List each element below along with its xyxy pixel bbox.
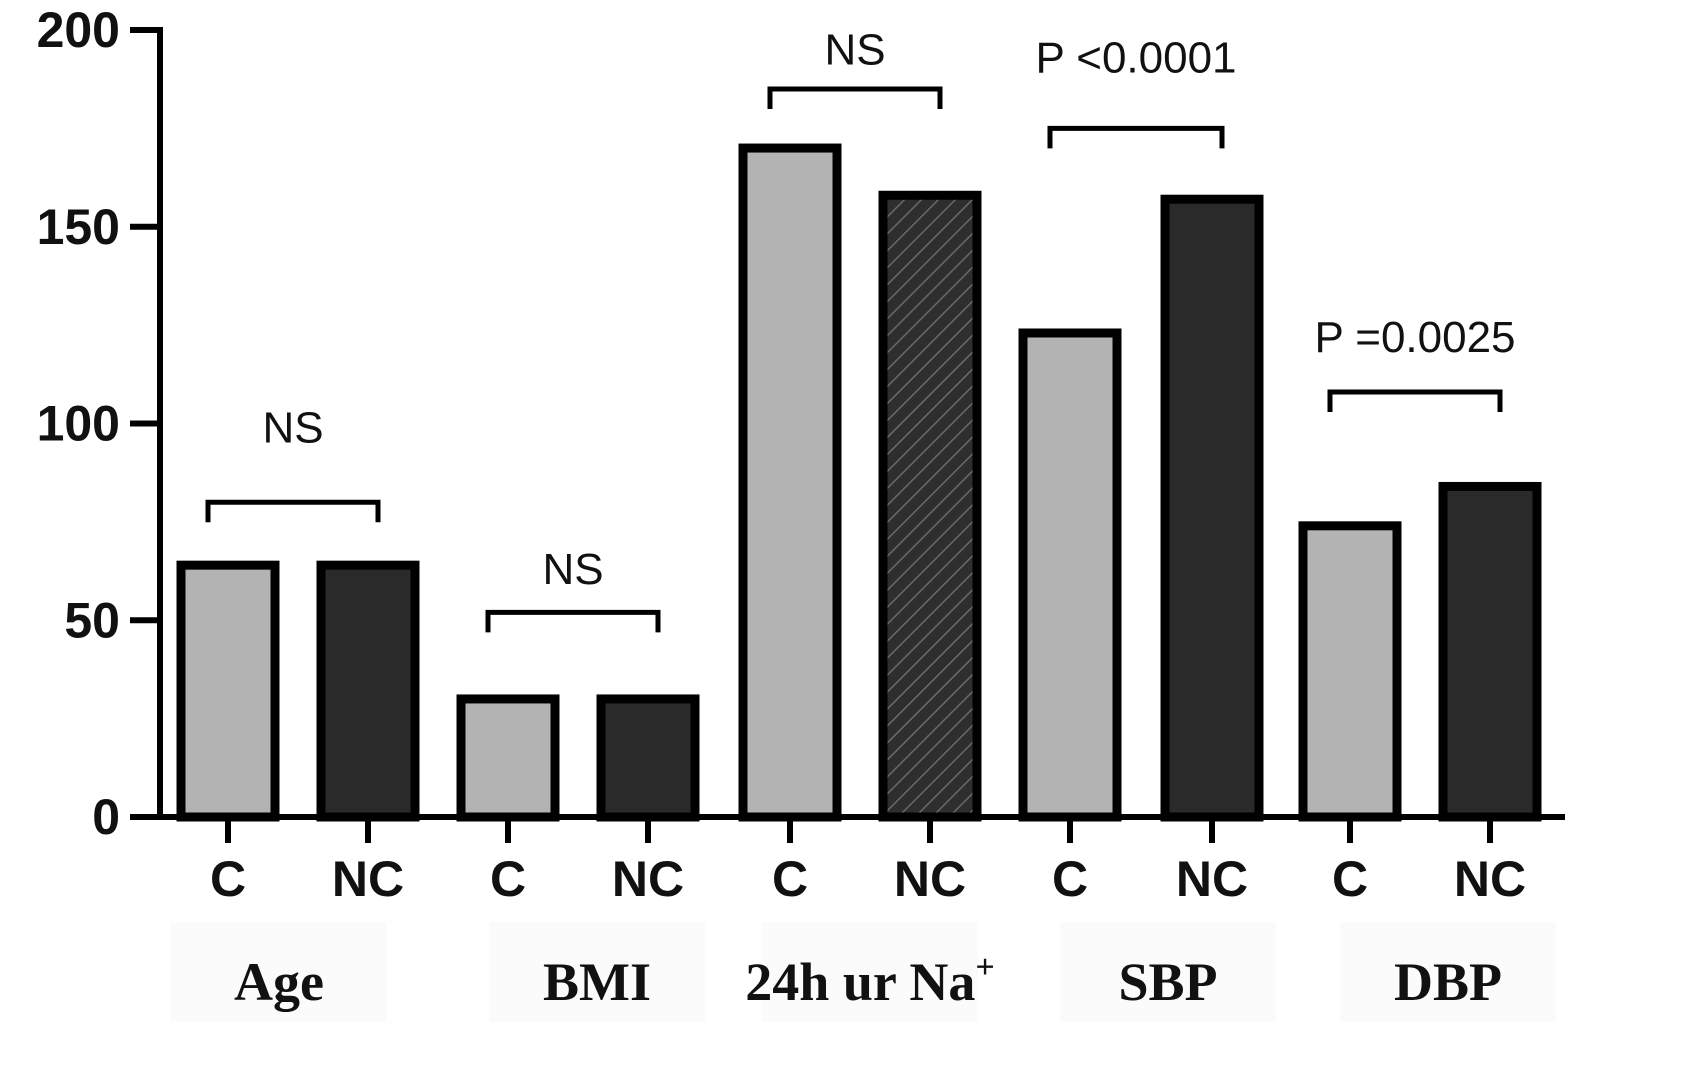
group-label-box (489, 922, 705, 1022)
group-label-box (762, 922, 978, 1022)
group-label-box (1340, 922, 1556, 1022)
group-label-box (1060, 922, 1276, 1022)
group-label: BMI (543, 952, 651, 1012)
category-label: NC (1176, 851, 1248, 907)
significance-bracket (1327, 389, 1503, 413)
group-label: 24h ur Na+ (745, 949, 994, 1012)
significance-annotations: NS NS NS P <0.0001 P =0.0025 (205, 26, 1516, 633)
group-label-text: Age (234, 952, 324, 1012)
y-tick-label: 200 (37, 2, 120, 58)
group-label-superscript: + (975, 949, 994, 986)
group-label-text: DBP (1394, 952, 1502, 1012)
category-label: C (490, 851, 526, 907)
y-tick-label: 50 (64, 592, 120, 648)
category-label: NC (612, 851, 684, 907)
significance-label: NS (824, 26, 885, 75)
significance-label: P <0.0001 (1035, 34, 1236, 83)
bar-dbp-nc (1438, 481, 1542, 822)
category-label: NC (894, 851, 966, 907)
bar-sbp-nc (1160, 194, 1264, 822)
bar-bmi-nc (596, 694, 700, 822)
bars (176, 143, 1542, 822)
y-tick-label: 0 (92, 789, 120, 845)
bar-age-c (176, 560, 280, 822)
significance-label: NS (542, 545, 603, 594)
significance-bracket (767, 86, 943, 110)
bar-bmi-c (456, 694, 560, 822)
category-label: C (772, 851, 808, 907)
group-label: DBP (1394, 952, 1502, 1012)
bar-age-nc (316, 560, 420, 822)
category-label: C (1052, 851, 1088, 907)
category-label: NC (332, 851, 404, 907)
y-tick-label: 150 (37, 199, 120, 255)
bar-dbp-c (1298, 521, 1402, 822)
significance-label: NS (262, 403, 323, 452)
significance-bracket (1047, 125, 1225, 149)
group-label-box (171, 922, 387, 1022)
bar-24h-ur-na-nc (878, 190, 982, 822)
significance-bracket (205, 499, 381, 523)
significance-bracket (485, 609, 661, 633)
group-label-text: BMI (543, 952, 651, 1012)
category-label: C (1332, 851, 1368, 907)
group-label: SBP (1118, 952, 1217, 1012)
category-label: C (210, 851, 246, 907)
group-label-text: SBP (1118, 952, 1217, 1012)
bar-24h-ur-na-c (738, 143, 842, 822)
group-label-text: 24h ur Na (745, 952, 975, 1012)
y-tick-label: 100 (37, 396, 120, 452)
category-label: NC (1454, 851, 1526, 907)
bar-sbp-c (1018, 328, 1122, 822)
group-label: Age (234, 952, 324, 1012)
significance-label: P =0.0025 (1314, 313, 1515, 362)
